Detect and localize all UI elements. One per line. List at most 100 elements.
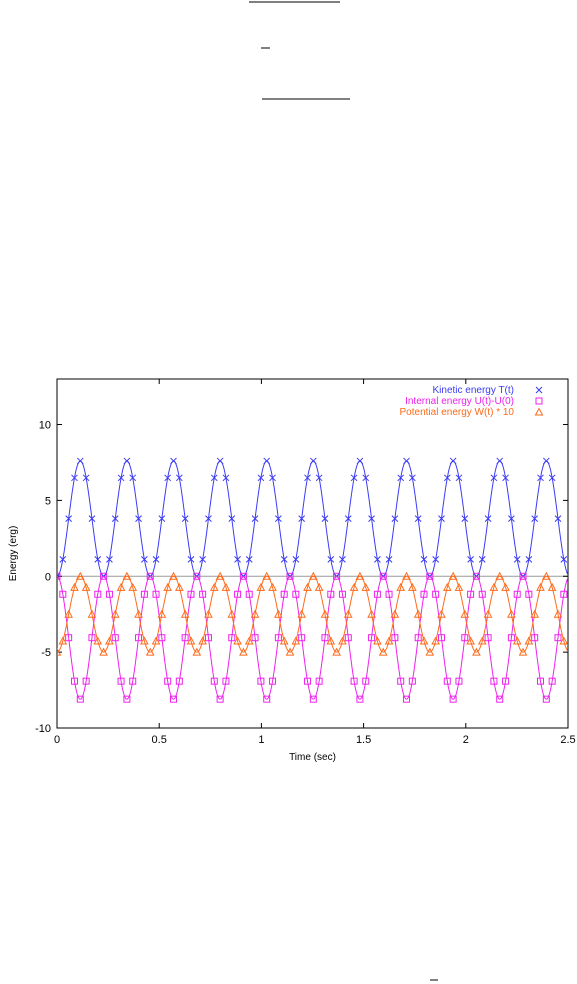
y-tick-label: -10 (35, 723, 51, 735)
y-tick-label: 10 (39, 420, 51, 432)
kinetic-point (106, 556, 113, 563)
kinetic-point (513, 556, 521, 563)
internal-point (507, 634, 515, 642)
y-tick-label: -5 (41, 647, 51, 659)
potential-point (110, 609, 120, 618)
potential-point (466, 636, 475, 645)
potential-point (285, 647, 295, 656)
kinetic-point (111, 515, 119, 522)
internal-series (57, 572, 568, 703)
potential-point (297, 609, 307, 618)
internal-point (525, 590, 533, 598)
kinetic-point (502, 474, 509, 482)
potential-point (116, 582, 126, 591)
kinetic-point (141, 556, 148, 563)
internal-point (298, 634, 306, 642)
internal-point (210, 677, 218, 685)
kinetic-point (321, 515, 329, 522)
x-tick-label: 1 (258, 734, 264, 746)
internal-point (105, 590, 113, 598)
kinetic-point (315, 474, 323, 482)
internal-point (245, 590, 253, 598)
kinetic-point (269, 474, 276, 482)
kinetic-point (350, 474, 358, 482)
potential-point (87, 609, 97, 618)
internal-point (368, 634, 376, 642)
internal-point (135, 634, 143, 642)
internal-point (158, 634, 166, 642)
potential-point (408, 582, 417, 591)
internal-point (350, 677, 358, 685)
internal-point (432, 590, 440, 598)
internal-point (327, 590, 335, 598)
plot-area: 0 0.5 1 1.5 2 2.5 -10 -5 0 5 10 Time (sec) Energy (e… (8, 378, 576, 763)
potential-point (279, 636, 289, 645)
kinetic-point (234, 556, 241, 563)
potential-point (209, 582, 219, 591)
potential-point (308, 571, 318, 580)
kinetic-point (560, 556, 568, 563)
potential-point (239, 647, 248, 656)
potential-point (174, 582, 184, 591)
legend-potential-label: Potential energy W(t) * 10 (400, 407, 515, 418)
potential-point (332, 647, 341, 656)
internal-point (542, 695, 550, 703)
internal-point (484, 634, 492, 642)
kinetic-point (484, 515, 492, 522)
internal-point (344, 634, 352, 642)
potential-point (413, 609, 423, 618)
internal-point (373, 590, 381, 598)
potential-point (419, 636, 429, 645)
potential-point (180, 609, 190, 618)
internal-point (199, 590, 207, 598)
internal-point (403, 695, 411, 703)
internal-point (356, 695, 364, 703)
plot-frame (56, 378, 569, 729)
internal-point (129, 677, 137, 685)
internal-point (251, 634, 259, 642)
kinetic-point (152, 556, 160, 563)
potential-point (198, 636, 207, 645)
potential-point (373, 636, 382, 645)
kinetic-point (397, 474, 405, 482)
potential-point (559, 636, 568, 645)
kinetic-point (187, 556, 195, 563)
internal-point (65, 634, 73, 642)
kinetic-point (309, 457, 317, 465)
kinetic-point (304, 474, 311, 482)
potential-point (122, 571, 132, 580)
potential-point (99, 647, 108, 656)
internal-point (286, 572, 294, 580)
internal-point (426, 572, 434, 580)
potential-point (186, 636, 196, 645)
potential-point (244, 636, 254, 645)
potential-point (431, 636, 440, 645)
potential-point (192, 647, 202, 656)
kinetic-point (368, 515, 375, 522)
potential-point (75, 571, 85, 580)
kinetic-point (374, 556, 381, 563)
kinetic-point (280, 556, 288, 563)
internal-point (321, 634, 329, 642)
kinetic-point (251, 515, 259, 522)
potential-point (536, 582, 545, 591)
y-axis-title: Energy (erg) (8, 526, 19, 582)
potential-point (314, 582, 324, 591)
potential-point (530, 609, 540, 618)
internal-point (385, 590, 393, 598)
kinetic-point (344, 515, 352, 522)
kinetic-point (117, 474, 125, 482)
kinetic-point (414, 515, 422, 522)
potential-point (57, 647, 62, 656)
potential-point (402, 571, 411, 580)
internal-point (408, 677, 416, 685)
internal-point (554, 634, 562, 642)
x-tick-label: 2.5 (560, 734, 575, 746)
x-tick-label: 0.5 (152, 734, 167, 746)
internal-point (234, 590, 242, 598)
kinetic-point (71, 474, 78, 482)
kinetic-point (205, 515, 212, 522)
kinetic-point (535, 386, 543, 394)
potential-point (320, 609, 330, 618)
